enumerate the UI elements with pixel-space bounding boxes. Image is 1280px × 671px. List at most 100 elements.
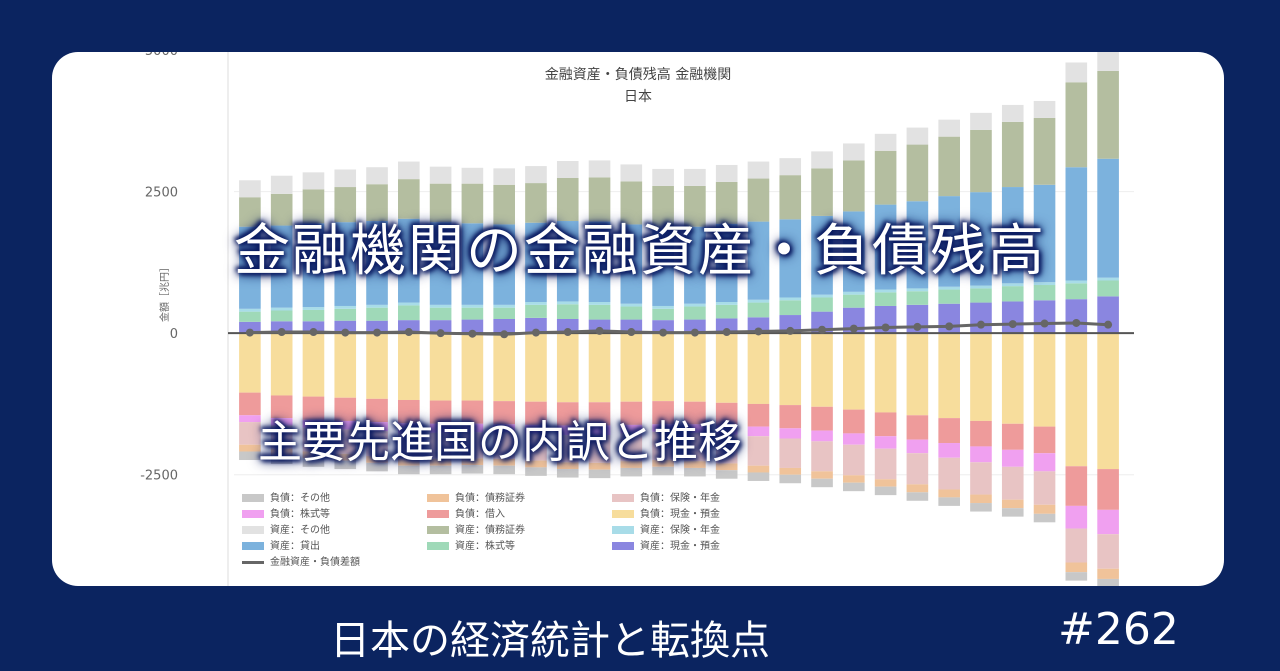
legend-label: 負債：債務証券 (455, 493, 525, 504)
net-balance-point (341, 328, 350, 337)
legend-swatch (612, 494, 634, 502)
bar-segment (1001, 508, 1024, 517)
bar-segment (461, 319, 484, 334)
legend-item: 資産：その他 (242, 524, 330, 538)
bar-segment (1065, 82, 1088, 168)
net-balance-point (818, 325, 827, 334)
series-title: 日本の経済統計と転換点 (330, 618, 770, 664)
bar-segment (811, 430, 833, 442)
bar-segment (906, 288, 929, 292)
bar-segment (652, 401, 674, 425)
bar-segment (270, 321, 293, 334)
net-balance-point (595, 326, 604, 335)
bar-segment (461, 167, 484, 184)
bar-segment (938, 196, 960, 287)
bar-segment (874, 479, 897, 487)
bar-segment (302, 458, 325, 467)
bar-segment (1033, 285, 1056, 301)
bar-segment (493, 319, 515, 334)
bar-segment (398, 302, 420, 306)
bar-segment (461, 432, 484, 459)
bar-segment (366, 320, 388, 334)
bar-segment (1065, 466, 1088, 506)
bar-segment (429, 307, 452, 321)
bar-segment (843, 307, 865, 334)
bar-segment (429, 458, 452, 466)
bar-segment (270, 455, 293, 464)
legend-label: 負債：株式等 (270, 509, 330, 520)
bar-segment (715, 333, 738, 403)
net-balance-point (309, 328, 318, 337)
bar-segment (715, 434, 738, 464)
bar-segment (302, 321, 325, 334)
net-balance-point (690, 328, 699, 337)
bar-segment (715, 425, 738, 435)
bar-segment (239, 415, 261, 423)
bar-segment (493, 168, 515, 185)
legend-item: 負債：保険・年金 (612, 492, 720, 506)
legend-item: 資産：保険・年金 (612, 524, 720, 538)
bar-segment (906, 291, 929, 305)
legend-item: 資産：債務証券 (427, 524, 525, 538)
net-balance-point (849, 324, 858, 333)
bar-segment (970, 288, 992, 303)
bar-segment (843, 333, 865, 410)
bar-segment (906, 333, 929, 416)
bar-segment (1097, 568, 1119, 579)
bar-segment (398, 320, 420, 334)
bar-segment (270, 307, 293, 311)
bar-segment (906, 415, 929, 440)
bar-segment (843, 211, 865, 292)
bar-segment (556, 319, 579, 334)
bar-segment (1033, 333, 1056, 427)
bar-segment (302, 427, 325, 452)
net-balance-point (1104, 320, 1113, 329)
bar-segment (270, 448, 293, 456)
bar-segment (652, 466, 674, 476)
bar-segment (620, 433, 643, 462)
bar-segment (747, 472, 770, 481)
bar-segment (874, 412, 897, 437)
bar-segment (334, 333, 357, 398)
bar-segment (906, 127, 929, 145)
bar-segment (906, 201, 929, 289)
bar-segment (747, 333, 770, 404)
bar-segment (366, 184, 388, 222)
bar-segment (779, 428, 802, 439)
bar-segment (556, 462, 579, 470)
legend-swatch (242, 526, 264, 534)
legend-item: 資産：貸出 (242, 540, 320, 554)
bar-segment (525, 333, 547, 402)
bar-segment (493, 224, 515, 305)
bar-segment (874, 292, 897, 306)
legend-item: 資産：現金・預金 (612, 540, 720, 554)
bar-segment (239, 392, 261, 416)
bar-segment (525, 467, 547, 476)
bar-segment (747, 299, 770, 303)
bar-segment (1033, 471, 1056, 505)
bar-segment (1033, 184, 1056, 283)
bar-segment (302, 223, 325, 308)
bar-segment (239, 321, 261, 334)
bar-segment (620, 303, 643, 307)
bar-segment (874, 333, 897, 413)
bar-segment (874, 133, 897, 151)
bar-segment (588, 160, 611, 178)
bar-segment (556, 435, 579, 463)
bar-segment (239, 226, 261, 309)
bar-segment (684, 306, 706, 320)
net-balance-point (913, 322, 922, 331)
y-tick-label: -2500 (140, 469, 178, 484)
bar-segment (334, 453, 357, 461)
y-tick-label: 0 (170, 327, 178, 342)
bar-segment (302, 451, 325, 459)
legend-item: 負債：その他 (242, 492, 330, 506)
bar-segment (366, 307, 388, 321)
legend-swatch (427, 542, 449, 550)
bar-segment (239, 180, 261, 198)
bar-segment (715, 402, 738, 426)
bar-segment (556, 425, 579, 436)
bar-segment (652, 460, 674, 467)
bar-segment (239, 311, 261, 322)
